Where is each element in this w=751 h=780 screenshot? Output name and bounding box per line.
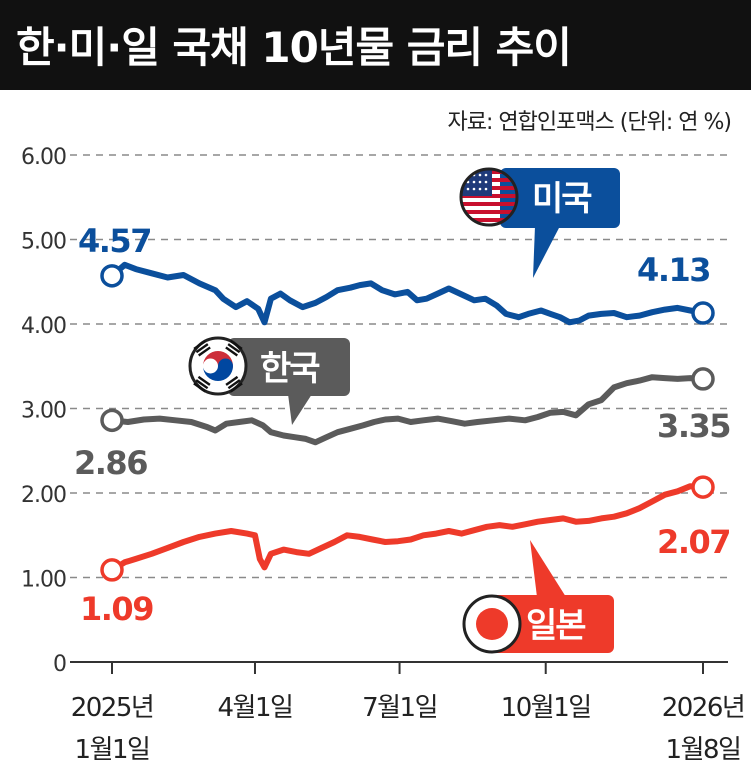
jp-series-line — [109, 483, 706, 573]
y-tick-label: 6.00 — [21, 145, 66, 170]
korea-trigram-bar — [193, 339, 207, 350]
korea-flag-icon — [188, 336, 248, 396]
korea-trigram-bar — [225, 346, 239, 357]
us-flag-ring — [459, 167, 519, 227]
korea-trigram-bar — [195, 343, 209, 354]
y-tick-label: 2.00 — [21, 483, 66, 508]
x-tick-label: 4월1일 — [218, 693, 293, 723]
y-tick-label: 5.00 — [21, 230, 66, 255]
us-start-point — [100, 264, 124, 288]
us-flag-stripe — [462, 210, 516, 214]
y-tick-label: 1.00 — [21, 568, 66, 593]
korea-trigram-bar — [197, 346, 211, 357]
x-tick-label: 1월1일 — [75, 735, 150, 765]
jp-end-point — [691, 475, 715, 499]
korea-trigram-bar — [193, 382, 207, 393]
jp-start-label: 1.09 — [80, 590, 153, 628]
jp-callout-box — [492, 595, 614, 653]
korea-trigram-bar — [229, 339, 243, 350]
korea-trigram — [225, 375, 243, 393]
us-flag-star — [484, 187, 488, 191]
kr-series-line — [109, 374, 706, 446]
us-end-point — [691, 301, 715, 325]
korea-trigram — [193, 375, 211, 393]
kr-callout-pointer — [288, 394, 312, 425]
us-flag-star — [478, 173, 482, 177]
us-callout-label: 미국 — [532, 179, 592, 219]
kr-start-point — [100, 408, 124, 433]
us-flag-star — [472, 187, 476, 191]
y-tick-label: 0 — [53, 652, 66, 677]
korea-trigram-bar — [229, 382, 243, 393]
korea-trigram-bar — [227, 343, 241, 354]
us-flag-icon — [459, 167, 519, 227]
x-tick-label: 7월1일 — [362, 693, 437, 723]
korea-trigram — [225, 339, 243, 357]
kr-end-point — [691, 367, 715, 391]
us-flag-stripe — [462, 202, 516, 206]
jp-callout-pointer — [530, 540, 566, 597]
korea-trigram-bar — [195, 379, 209, 390]
x-tick-label: 2026년 — [662, 693, 745, 723]
kr-callout-box — [228, 338, 350, 396]
y-tick-label: 4.00 — [21, 314, 66, 339]
kr-callout-label: 한국 — [260, 349, 320, 389]
us-end-label: 4.13 — [637, 251, 710, 289]
korea-trigram-bar — [197, 375, 211, 386]
y-tick-label: 3.00 — [21, 399, 66, 424]
japan-flag-icon — [462, 594, 522, 654]
us-flag-stripe — [462, 218, 516, 222]
chart-title: 한·미·일 국채 10년물 금리 추이 — [16, 23, 572, 72]
us-flag-star — [478, 187, 482, 191]
us-flag-star — [484, 173, 488, 177]
us-flag-star — [466, 187, 470, 191]
us-callout-box — [500, 168, 620, 228]
korea-trigram-bar — [227, 379, 241, 390]
korea-trigram — [193, 339, 211, 357]
us-flag-star — [484, 180, 488, 184]
us-flag-star — [472, 180, 476, 184]
source-note: 자료: 연합인포맥스 (단위: 연 %) — [447, 110, 732, 135]
korea-trigram-bar — [225, 375, 239, 386]
jp-callout-label: 일본 — [526, 606, 586, 646]
jp-start-point — [100, 558, 124, 582]
header-bar — [0, 0, 751, 90]
jp-end-label: 2.07 — [657, 523, 730, 561]
korea-taeguk-blue — [203, 358, 233, 381]
x-tick-label: 10월1일 — [501, 693, 591, 723]
x-tick-label: 1월8일 — [666, 735, 741, 765]
us-flag-star — [478, 180, 482, 184]
kr-start-label: 2.86 — [74, 444, 147, 482]
x-tick-label: 2025년 — [71, 693, 154, 723]
japan-flag-sun — [476, 608, 508, 640]
us-callout-pointer — [533, 226, 560, 278]
us-start-label: 4.57 — [78, 222, 151, 260]
us-series-line — [109, 261, 706, 326]
kr-end-label: 3.35 — [657, 407, 730, 445]
